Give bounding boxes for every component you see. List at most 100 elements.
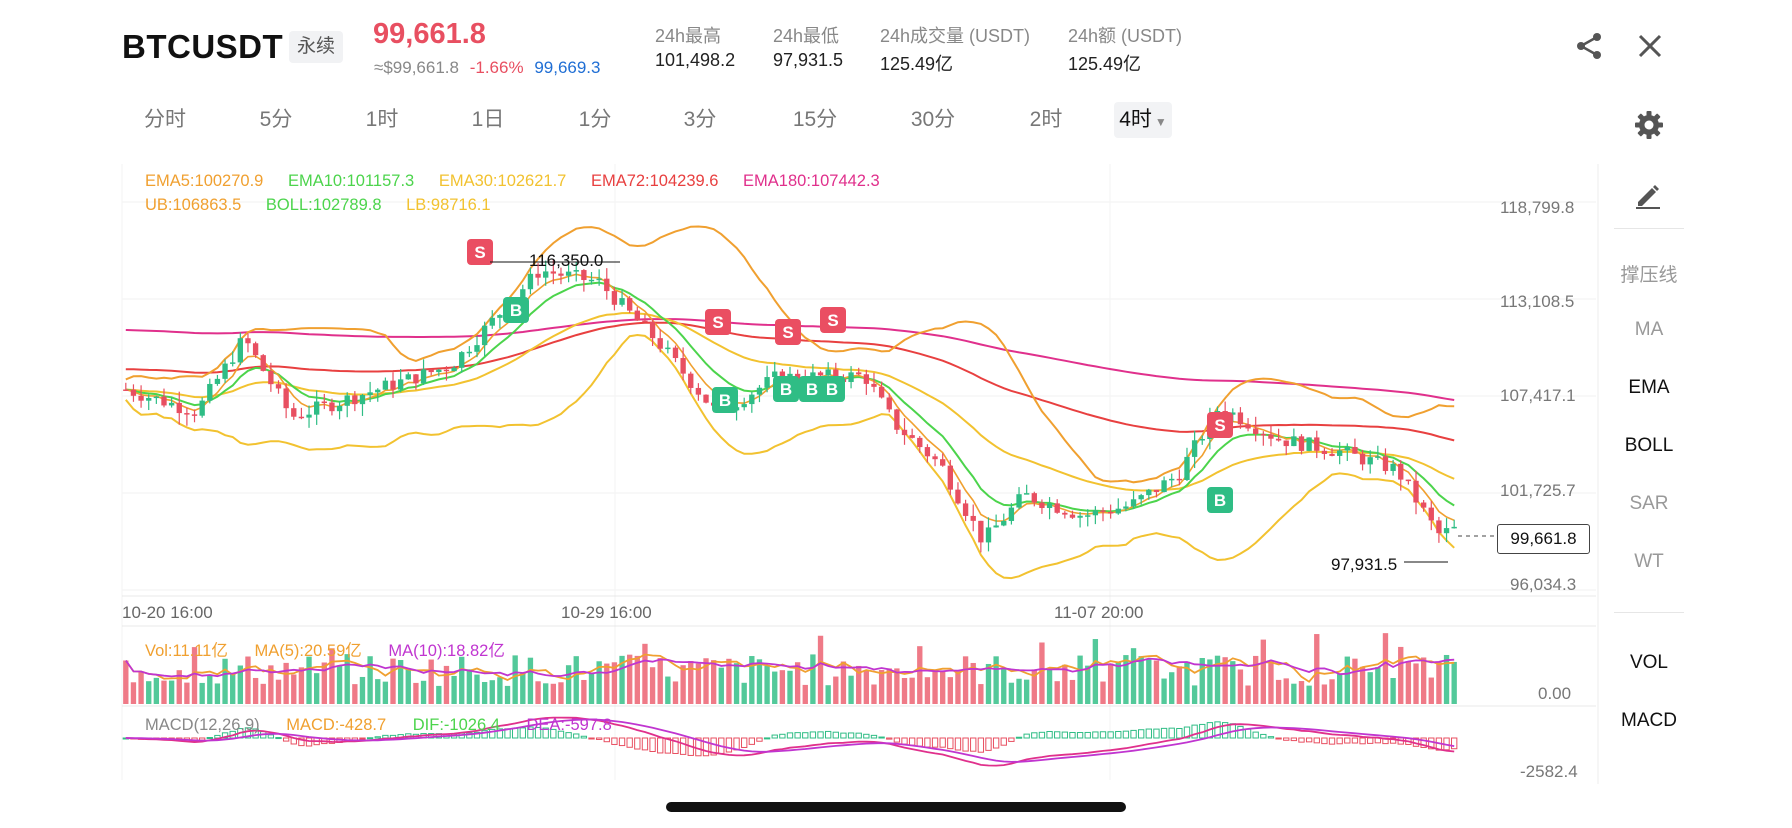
tab-timeframe[interactable]: 1时	[365, 108, 399, 131]
volume-axis-label: 0.00	[1538, 684, 1572, 703]
volume-bar	[520, 672, 526, 704]
volume-bar	[1451, 661, 1457, 704]
volume-bar	[314, 673, 320, 704]
macd-histogram-bar	[298, 737, 305, 747]
macd-histogram-bar	[1023, 733, 1030, 739]
macd-histogram-bar	[1313, 737, 1320, 744]
candle-body	[298, 416, 305, 419]
candle-body	[237, 338, 244, 363]
tab-timeframe[interactable]: 3分	[683, 108, 717, 131]
tab-timeframe[interactable]: 1日	[471, 108, 505, 131]
close-icon[interactable]	[1634, 30, 1666, 62]
toolbar-item-ema[interactable]: EMA	[1628, 377, 1670, 398]
signal-badge	[773, 376, 799, 402]
macd-histogram-bar	[657, 737, 664, 754]
vol-ma5-label: MA(5):20.59亿	[254, 642, 362, 660]
toolbar-item-ma[interactable]: MA	[1634, 319, 1664, 340]
macd-histogram-bar	[786, 732, 794, 739]
candle-body	[657, 338, 663, 349]
pencil-icon[interactable]	[1632, 178, 1664, 210]
toolbar-item-wt[interactable]: WT	[1634, 551, 1664, 572]
toolbar-item-boll[interactable]: BOLL	[1624, 435, 1674, 456]
tab-timeframe[interactable]: 15分	[792, 108, 838, 131]
signal-label: S	[474, 243, 485, 262]
volume-bar	[1329, 679, 1335, 704]
volume-bar	[130, 682, 137, 704]
macd-histogram-bar	[1420, 737, 1427, 748]
macd-legend: MACD(12,26,9) MACD:-428.7 DIF:-1026.4 DE…	[145, 716, 612, 735]
volume-bar	[1306, 685, 1312, 704]
volume-bar	[665, 676, 671, 704]
tab-timeframe[interactable]: 30分	[910, 108, 956, 131]
candle-body	[1146, 489, 1152, 496]
macd-histogram-bar	[580, 735, 588, 739]
candle-body	[932, 456, 938, 460]
macd-histogram-bar	[1321, 737, 1328, 745]
gear-icon[interactable]	[1633, 109, 1665, 141]
candle-body	[184, 413, 190, 415]
candle-body	[940, 459, 946, 466]
tab-timeframe-active[interactable]: 4时 ▼	[1114, 102, 1172, 138]
toolbar-item-support-resistance[interactable]: 撑压线	[1620, 265, 1678, 286]
candle-body	[252, 343, 259, 356]
candle-body	[1344, 446, 1350, 451]
candle-body	[390, 380, 396, 390]
candle-body	[436, 369, 442, 373]
volume-bar	[1138, 656, 1144, 704]
volume-bar	[481, 681, 488, 704]
volume-bar	[741, 682, 747, 704]
volume-bar	[1123, 655, 1129, 704]
volume-bar	[329, 648, 335, 704]
candle-body	[1115, 508, 1121, 514]
volume-bar	[405, 668, 411, 704]
volume-bar	[1420, 657, 1427, 704]
candle-body	[138, 395, 144, 401]
macd-histogram-bar	[1130, 729, 1137, 739]
volume-bar	[191, 647, 198, 704]
volume-bar	[627, 654, 633, 704]
macd-histogram-bar	[779, 733, 786, 739]
signal-badge	[775, 319, 801, 345]
macd-histogram-bar	[924, 737, 931, 748]
volume-bar	[1191, 685, 1198, 704]
tab-timeframe[interactable]: 分时	[144, 108, 186, 131]
ema180-label: EMA180:107442.3	[743, 172, 880, 190]
tab-timeframe[interactable]: 1分	[578, 108, 612, 131]
ema10-label: EMA10:101157.3	[287, 172, 415, 190]
candle-body	[741, 404, 747, 408]
toolbar-item-sar[interactable]: SAR	[1629, 493, 1669, 514]
tab-timeframe[interactable]: 2时	[1029, 108, 1063, 131]
candle-body	[970, 515, 976, 521]
candle-body	[764, 377, 770, 388]
volume-bar	[978, 684, 984, 704]
macd-histogram-bar	[870, 734, 878, 739]
macd-histogram-bar	[748, 737, 756, 745]
toolbar-item-vol[interactable]: VOL	[1629, 652, 1669, 673]
signal-label: S	[827, 311, 838, 330]
macd-histogram-bar	[1122, 730, 1130, 739]
candle-body	[817, 372, 824, 376]
candle-body	[588, 279, 595, 282]
share-icon[interactable]	[1573, 30, 1605, 62]
candle-body	[176, 402, 182, 414]
macd-histogram-bar	[908, 737, 916, 746]
volume-bar	[275, 679, 282, 704]
candle-body	[123, 389, 129, 391]
volume-bar	[970, 662, 976, 704]
candle-body	[1039, 502, 1045, 509]
candle-body	[153, 396, 160, 399]
candle-body	[756, 387, 763, 395]
candle-body	[1085, 515, 1091, 517]
price-tick: 118,799.8	[1500, 198, 1575, 217]
toolbar-item-macd[interactable]: MACD	[1621, 710, 1677, 731]
volume-bar	[710, 660, 717, 704]
macd-histogram-bar	[1076, 732, 1084, 739]
volume-bar	[1069, 679, 1076, 704]
macd-histogram-bar	[863, 733, 870, 739]
candle-body	[1107, 511, 1114, 514]
last-price: 99,661.8	[373, 18, 486, 50]
macd-histogram-bar	[1138, 729, 1145, 739]
tab-timeframe[interactable]: 5分	[259, 108, 293, 131]
macd-axis-label: -2582.4	[1520, 762, 1578, 781]
